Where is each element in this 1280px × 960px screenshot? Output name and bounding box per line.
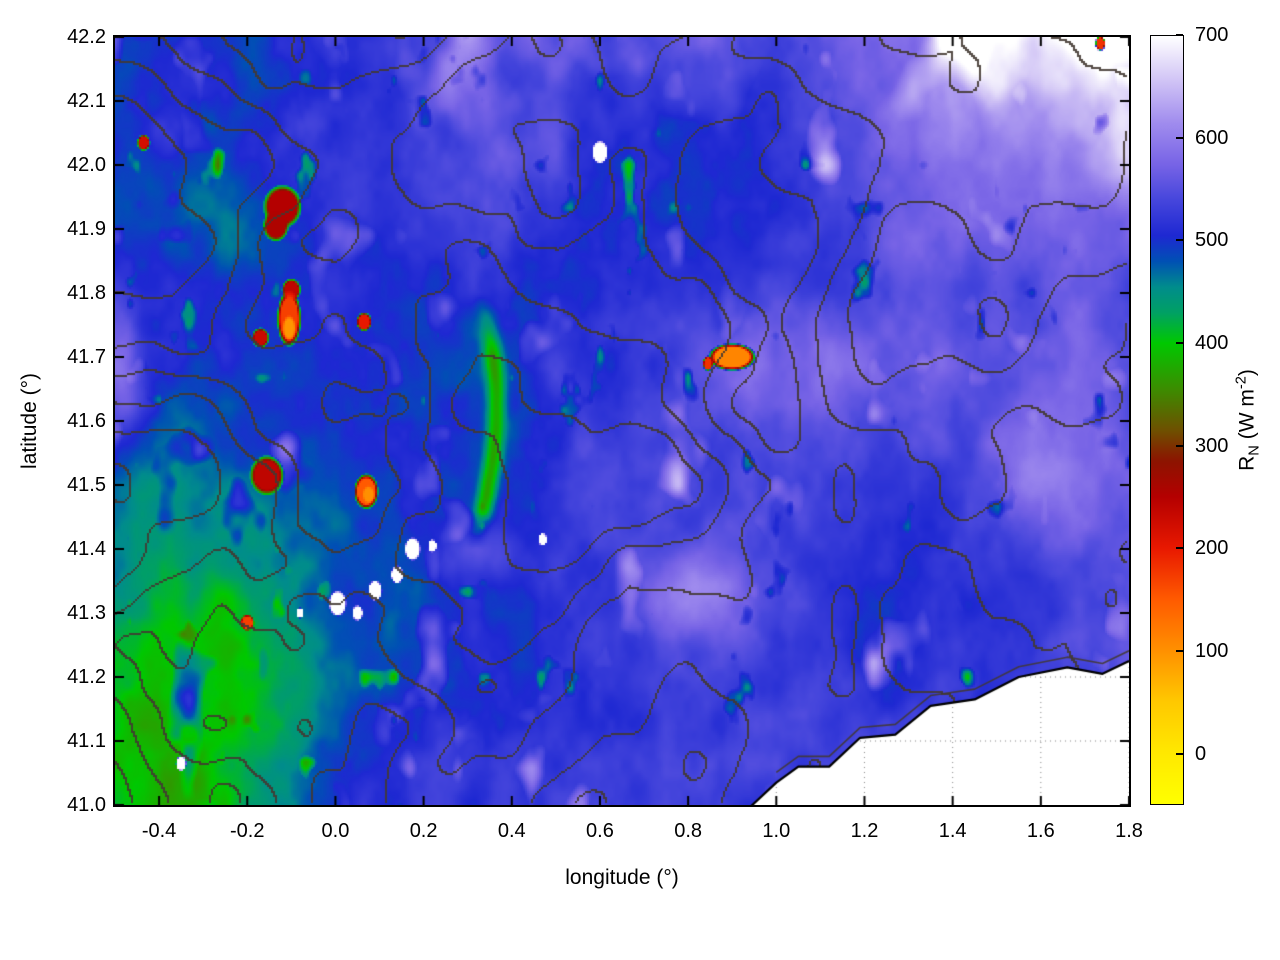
colorbar-label: RN (W m-2) (1233, 369, 1262, 471)
colorbar-label-symbol: R (1235, 455, 1259, 471)
x-tick-label: 1.2 (850, 820, 879, 842)
x-tick-label: 0.0 (321, 820, 350, 842)
colorbar-tick-mark (1176, 650, 1183, 652)
x-tick-label: 1.0 (762, 820, 791, 842)
x-tick-label: -0.2 (230, 820, 265, 842)
x-tick-label: 1.8 (1115, 820, 1143, 842)
colorbar-tick-mark (1176, 239, 1183, 242)
x-tick-label: 1.4 (938, 820, 967, 842)
colorbar-tick-mark (1176, 136, 1183, 139)
y-tick-label: 41.5 (67, 474, 106, 496)
colorbar-tick-label: 700 (1195, 24, 1229, 46)
colorbar-tick-label: 0 (1195, 742, 1207, 765)
colorbar-tick-mark (1176, 34, 1183, 36)
y-tick-label: 42.2 (67, 26, 106, 48)
colorbar-tick-mark (1176, 752, 1183, 755)
colorbar-tick-label: 500 (1195, 229, 1229, 252)
colorbar-label-close: ) (1235, 369, 1259, 377)
y-tick-label: 41.1 (67, 730, 106, 752)
heatmap-canvas (115, 37, 1129, 805)
x-tick-label: 1.6 (1026, 820, 1055, 842)
x-tick-label: 0.6 (586, 820, 614, 842)
colorbar-tick-label: 300 (1195, 434, 1229, 457)
y-tick-label: 41.8 (67, 282, 106, 304)
colorbar-label-units: (W m (1235, 389, 1259, 446)
colorbar (1150, 35, 1184, 805)
colorbar-tick-label: 100 (1195, 640, 1229, 662)
colorbar-tick-mark (1176, 444, 1183, 447)
x-tick-label: 0.2 (409, 820, 438, 842)
x-tick-label: 0.8 (674, 820, 703, 842)
y-tick-label: 41.6 (67, 410, 106, 432)
colorbar-tick-label: 400 (1195, 332, 1229, 354)
y-tick-label: 41.4 (67, 538, 106, 560)
y-tick-label: 42.1 (67, 90, 106, 112)
x-tick-label: 0.4 (497, 820, 526, 842)
colorbar-tick-label: 200 (1195, 537, 1229, 560)
x-tick-label: -0.4 (141, 820, 177, 842)
y-tick-label: 41.2 (67, 666, 106, 688)
y-tick-label: 41.0 (67, 794, 106, 816)
y-tick-label: 42.0 (67, 154, 106, 176)
colorbar-tick-label: 600 (1195, 126, 1229, 149)
y-tick-label: 41.7 (67, 346, 106, 368)
x-axis-label: longitude (°) (565, 866, 679, 889)
y-tick-label: 41.3 (67, 602, 106, 624)
colorbar-label-exponent: -2 (1233, 376, 1250, 390)
colorbar-label-subscript: N (1246, 445, 1263, 456)
y-tick-label: 41.9 (67, 218, 106, 240)
colorbar-tick-mark (1176, 547, 1183, 550)
colorbar-tick-mark (1176, 342, 1183, 344)
plot-frame (113, 35, 1131, 807)
